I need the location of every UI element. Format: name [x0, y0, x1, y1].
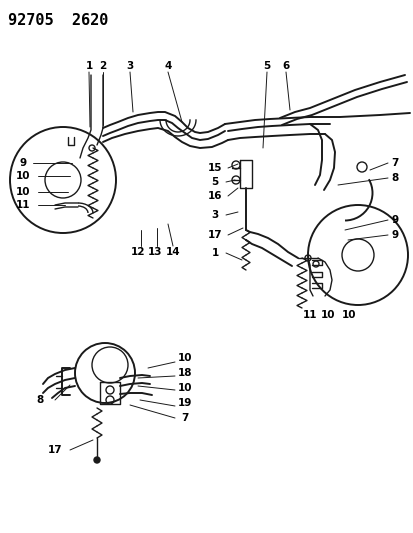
Text: 16: 16 [207, 191, 222, 201]
Text: 1: 1 [211, 248, 218, 258]
Text: 2: 2 [99, 61, 107, 71]
Text: 17: 17 [47, 445, 62, 455]
Text: 11: 11 [16, 200, 30, 210]
Text: 10: 10 [177, 353, 192, 363]
Text: 10: 10 [341, 310, 356, 320]
Text: 92705  2620: 92705 2620 [8, 13, 108, 28]
Text: 12: 12 [131, 247, 145, 257]
Text: 10: 10 [16, 171, 30, 181]
Text: 7: 7 [390, 158, 398, 168]
Text: 8: 8 [36, 395, 43, 405]
Text: 1: 1 [85, 61, 93, 71]
Text: 9: 9 [391, 215, 398, 225]
Text: 8: 8 [390, 173, 398, 183]
Text: 19: 19 [177, 398, 192, 408]
Text: 10: 10 [16, 187, 30, 197]
Text: 17: 17 [207, 230, 222, 240]
Text: 5: 5 [211, 177, 218, 187]
Text: 4: 4 [164, 61, 171, 71]
Text: 15: 15 [207, 163, 222, 173]
Text: 5: 5 [263, 61, 270, 71]
Text: 9: 9 [19, 158, 26, 168]
Text: 13: 13 [147, 247, 162, 257]
Text: 6: 6 [282, 61, 289, 71]
Text: 10: 10 [320, 310, 335, 320]
Circle shape [94, 457, 100, 463]
Text: 3: 3 [126, 61, 133, 71]
Text: 14: 14 [165, 247, 180, 257]
Text: 9: 9 [391, 230, 398, 240]
Text: 11: 11 [302, 310, 316, 320]
Text: 3: 3 [211, 210, 218, 220]
Text: 7: 7 [181, 413, 188, 423]
Text: 10: 10 [177, 383, 192, 393]
Text: 18: 18 [177, 368, 192, 378]
